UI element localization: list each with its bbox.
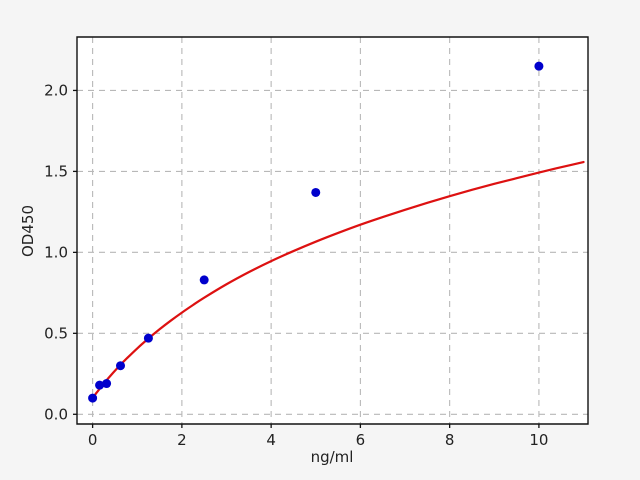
data-point-marker <box>143 333 153 343</box>
y-tick-label: 2.0 <box>44 81 68 99</box>
data-points <box>88 61 544 403</box>
data-point-marker <box>116 361 126 371</box>
x-tick-label: 6 <box>356 431 366 449</box>
fitted-curve <box>91 160 585 400</box>
gridlines <box>77 37 588 424</box>
x-tick-label: 4 <box>266 431 276 449</box>
plot-border <box>76 36 589 425</box>
data-point-marker <box>199 275 209 285</box>
x-axis-title: ng/ml <box>311 448 354 466</box>
y-tick-label: 1.5 <box>44 162 68 180</box>
data-point-marker <box>534 61 544 71</box>
y-tick-label: 0.0 <box>44 405 68 423</box>
y-tick-label: 1.0 <box>44 243 68 261</box>
x-tick-label: 2 <box>177 431 187 449</box>
data-point-marker <box>102 379 112 389</box>
plot-area-background <box>77 37 588 424</box>
fitted-curve-layer <box>91 160 585 400</box>
x-tick-label: 0 <box>88 431 98 449</box>
x-tick-label: 10 <box>529 431 548 449</box>
axis-spines <box>76 36 589 425</box>
data-point-marker <box>88 393 98 403</box>
data-point-marker <box>95 380 105 390</box>
data-point-marker <box>311 187 321 197</box>
x-tick-label: 8 <box>445 431 455 449</box>
y-axis-title: OD450 <box>19 205 37 257</box>
y-tick-label: 0.5 <box>44 324 68 342</box>
y-tick-labels: 0.0 0.5 1.0 1.5 2.0 <box>44 81 68 423</box>
x-tick-labels: 0 2 4 6 8 10 <box>88 431 549 449</box>
